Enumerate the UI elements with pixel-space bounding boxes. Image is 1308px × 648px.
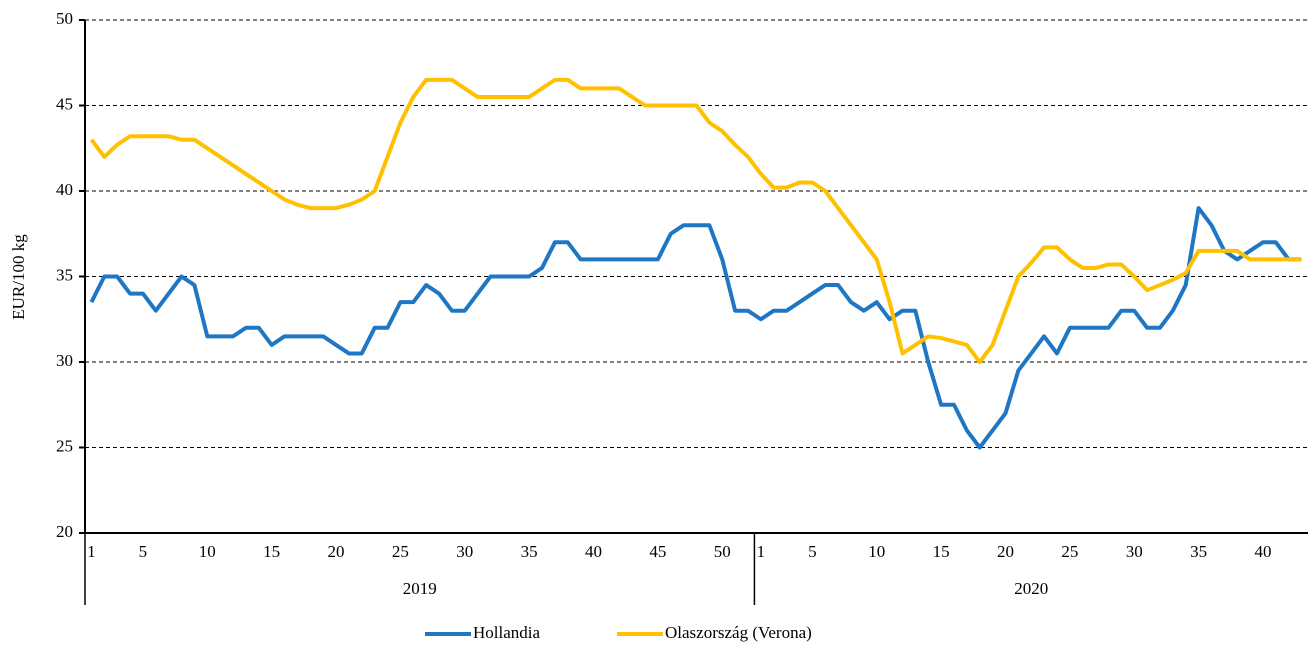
legend-label: Hollandia [473,623,540,642]
x-tick-label: 35 [1190,542,1207,561]
y-tick-label: 40 [56,180,73,199]
x-tick-label: 1 [757,542,766,561]
x-tick-label: 20 [997,542,1014,561]
x-tick-label: 25 [392,542,409,561]
x-tick-label: 40 [585,542,602,561]
y-tick-label: 25 [56,436,73,455]
x-tick-label: 10 [868,542,885,561]
x-tick-label: 30 [1126,542,1143,561]
x-tick-label: 5 [808,542,817,561]
y-tick-label: 20 [56,522,73,541]
series-line [89,206,1302,450]
group-label: 2020 [1014,579,1048,598]
x-tick-label: 20 [328,542,345,561]
y-tick-label: 30 [56,351,73,370]
group-label: 2019 [403,579,437,598]
x-tick-label: 5 [139,542,148,561]
x-tick-label: 50 [714,542,731,561]
x-tick-label: 40 [1254,542,1271,561]
y-tick-label: 50 [56,9,73,28]
y-tick-label: 45 [56,94,73,113]
series-line [89,77,1302,364]
x-tick-label: 15 [263,542,280,561]
x-tick-label: 45 [649,542,666,561]
y-axis-label: EUR/100 kg [9,234,28,320]
legend-label: Olaszország (Verona) [665,623,812,642]
x-tick-label: 30 [456,542,473,561]
x-tick-label: 25 [1061,542,1078,561]
x-tick-label: 1 [87,542,96,561]
x-tick-label: 15 [933,542,950,561]
x-tick-label: 35 [521,542,538,561]
x-tick-label: 10 [199,542,216,561]
y-tick-label: 35 [56,265,73,284]
